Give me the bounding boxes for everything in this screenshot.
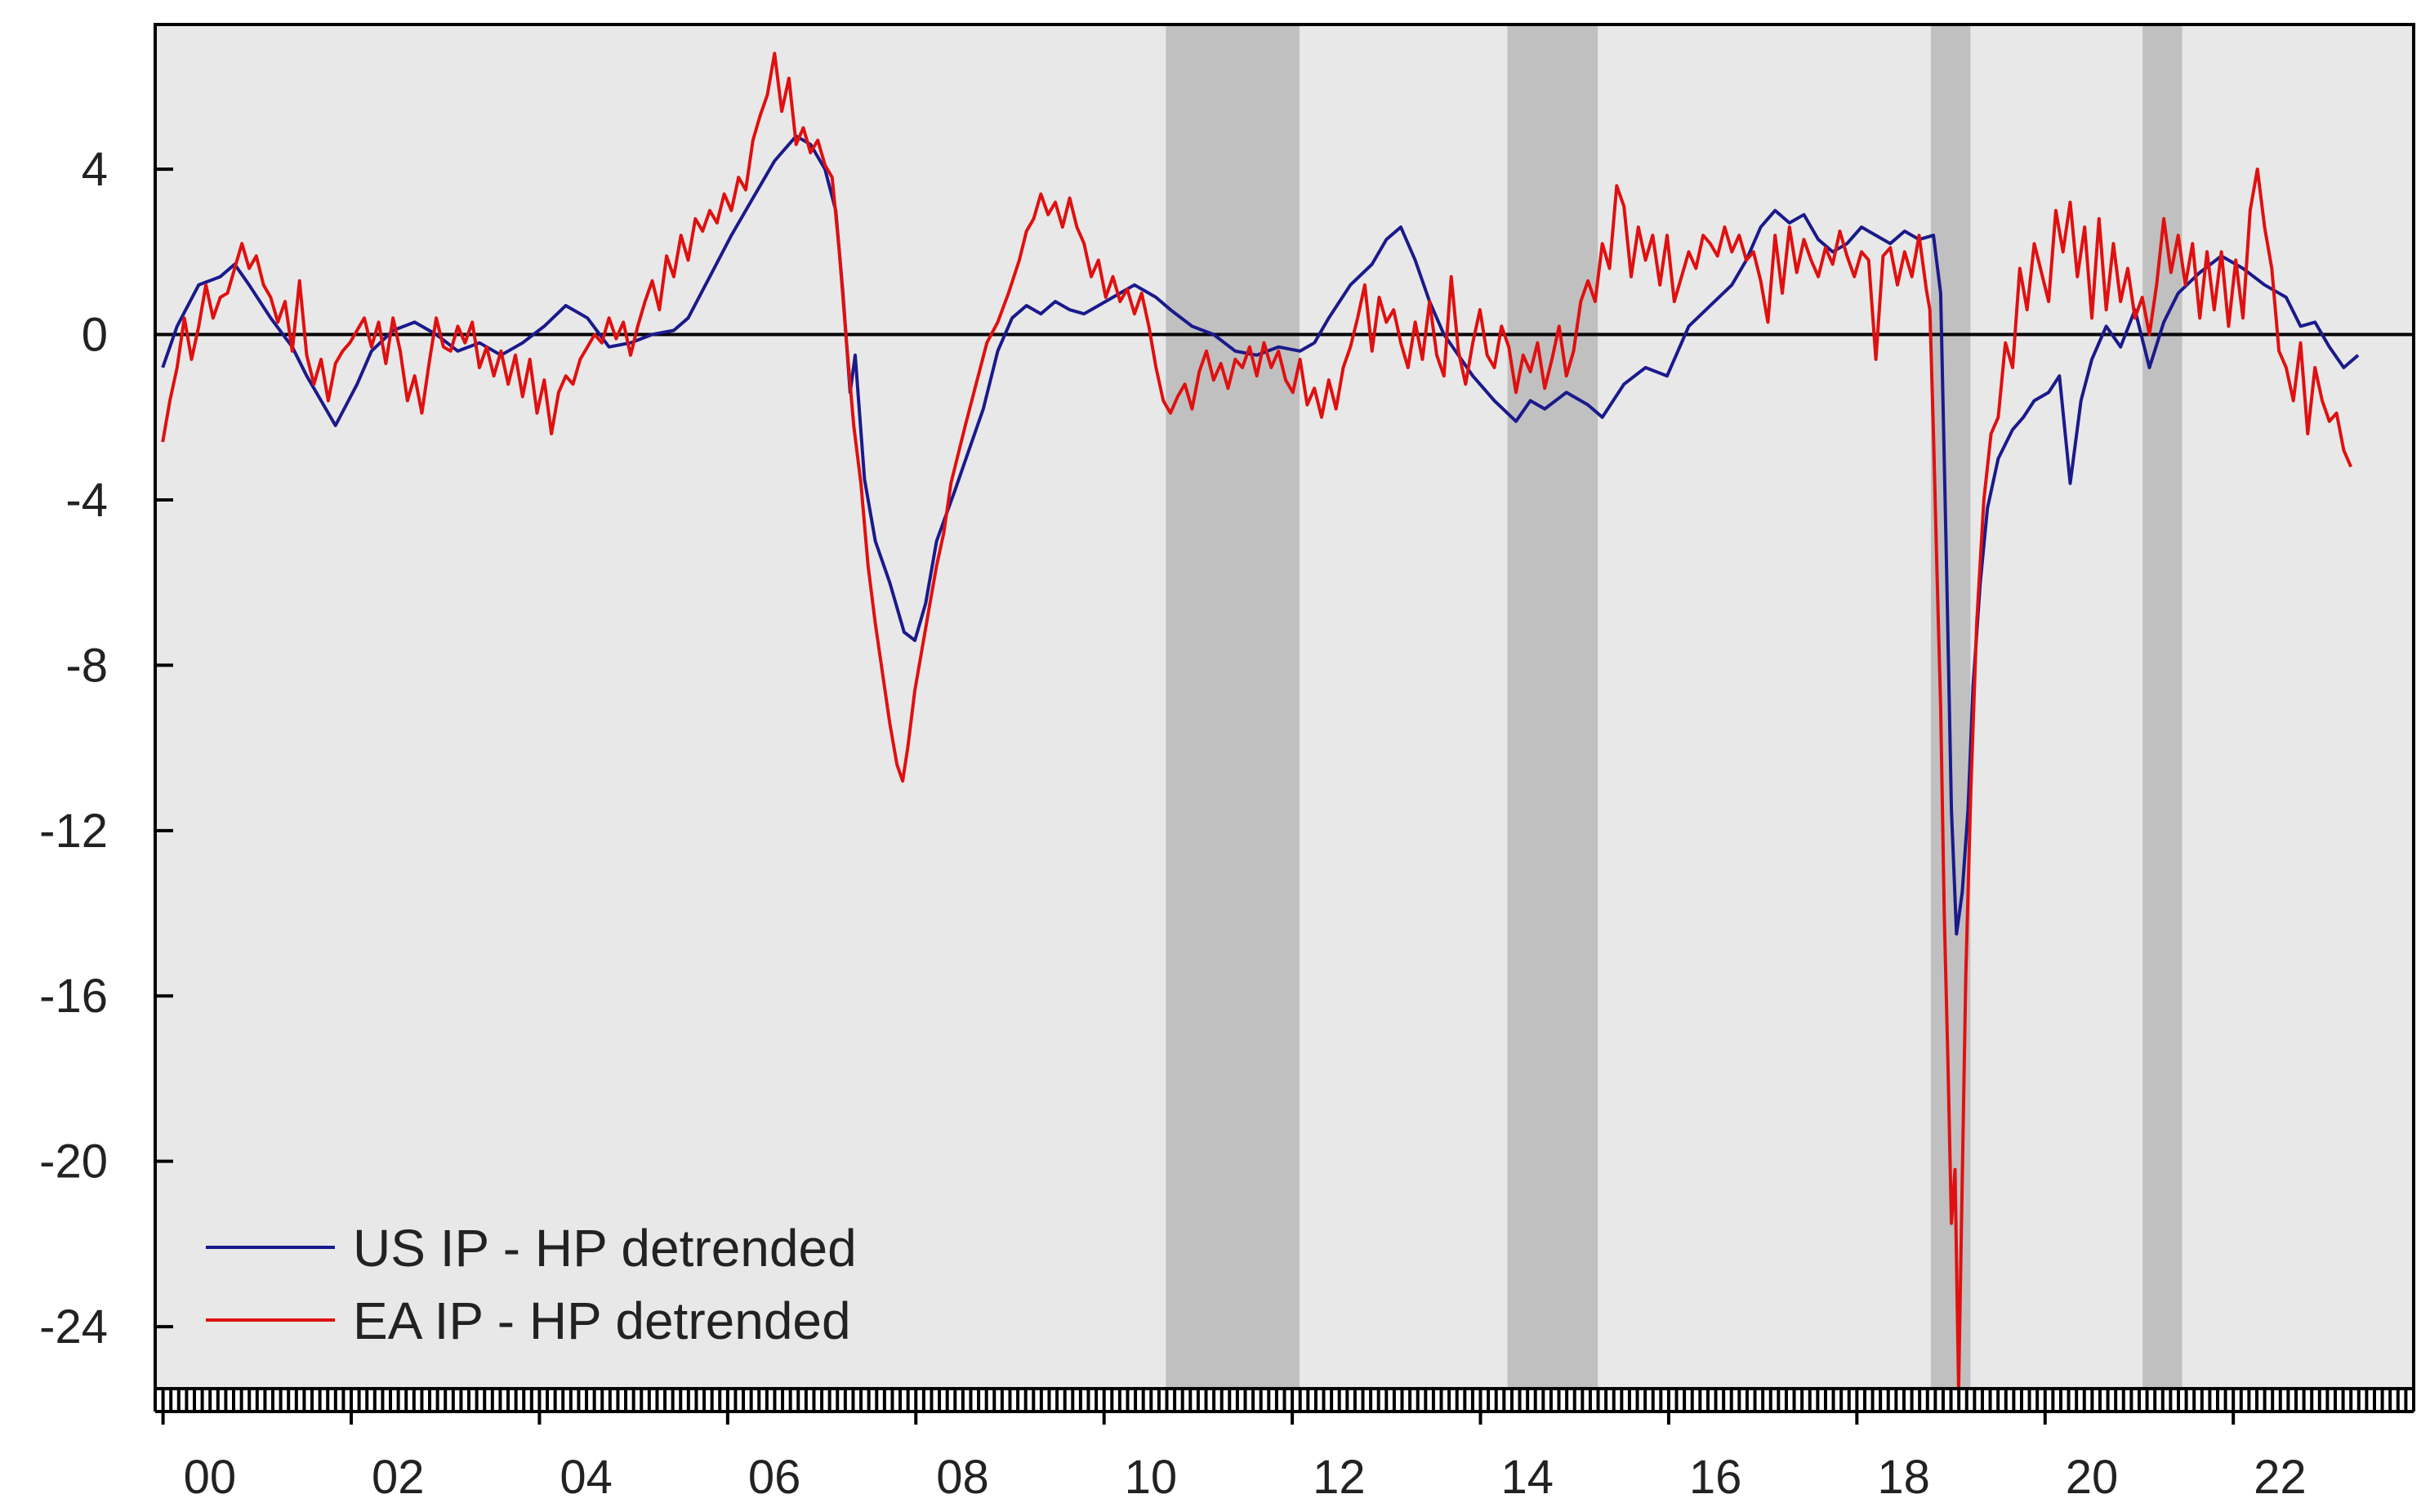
x-tick-label: 16 xyxy=(1689,1451,1742,1504)
y-tick-label: 0 xyxy=(82,309,108,362)
series-line-us xyxy=(161,134,2360,936)
x-tick-label: 00 xyxy=(184,1451,237,1504)
x-tick-label: 14 xyxy=(1500,1451,1554,1504)
y-tick-label: -16 xyxy=(39,970,108,1023)
legend: US IP - HP detrended EA IP - HP detrende… xyxy=(206,1219,857,1350)
y-tick-label: -20 xyxy=(39,1135,108,1189)
series-lines xyxy=(161,51,2360,1390)
legend-label-us: US IP - HP detrended xyxy=(353,1219,857,1278)
x-axis-ticks: 00 02 04 06 08 10 12 14 16 18 20 22 xyxy=(154,1389,2415,1504)
y-tick-label: -8 xyxy=(65,639,108,692)
x-tick-label: 02 xyxy=(372,1451,425,1504)
x-tick-label: 20 xyxy=(2066,1451,2119,1504)
x-tick-label: 04 xyxy=(560,1451,613,1504)
plot-frame xyxy=(154,23,2415,1390)
y-tick-label: 4 xyxy=(82,143,108,196)
x-tick-label: 06 xyxy=(748,1451,801,1504)
series-line-ea xyxy=(161,51,2353,1390)
recession-shades xyxy=(1166,25,2183,1389)
y-tick-label: -12 xyxy=(39,805,108,858)
shade-band xyxy=(1166,25,1300,1389)
shade-band xyxy=(1507,25,1598,1389)
x-tick-label: 08 xyxy=(936,1451,989,1504)
y-tick-label: -24 xyxy=(39,1300,108,1354)
y-axis-ticks: 4 0 -4 -8 -12 -16 -20 -24 xyxy=(39,143,173,1354)
x-tick-label: 18 xyxy=(1877,1451,1930,1504)
x-tick-label: 12 xyxy=(1313,1451,1366,1504)
legend-label-ea: EA IP - HP detrended xyxy=(353,1291,851,1350)
x-tick-label: 10 xyxy=(1125,1451,1178,1504)
y-tick-label: -4 xyxy=(65,474,108,527)
x-tick-label: 22 xyxy=(2254,1451,2307,1504)
